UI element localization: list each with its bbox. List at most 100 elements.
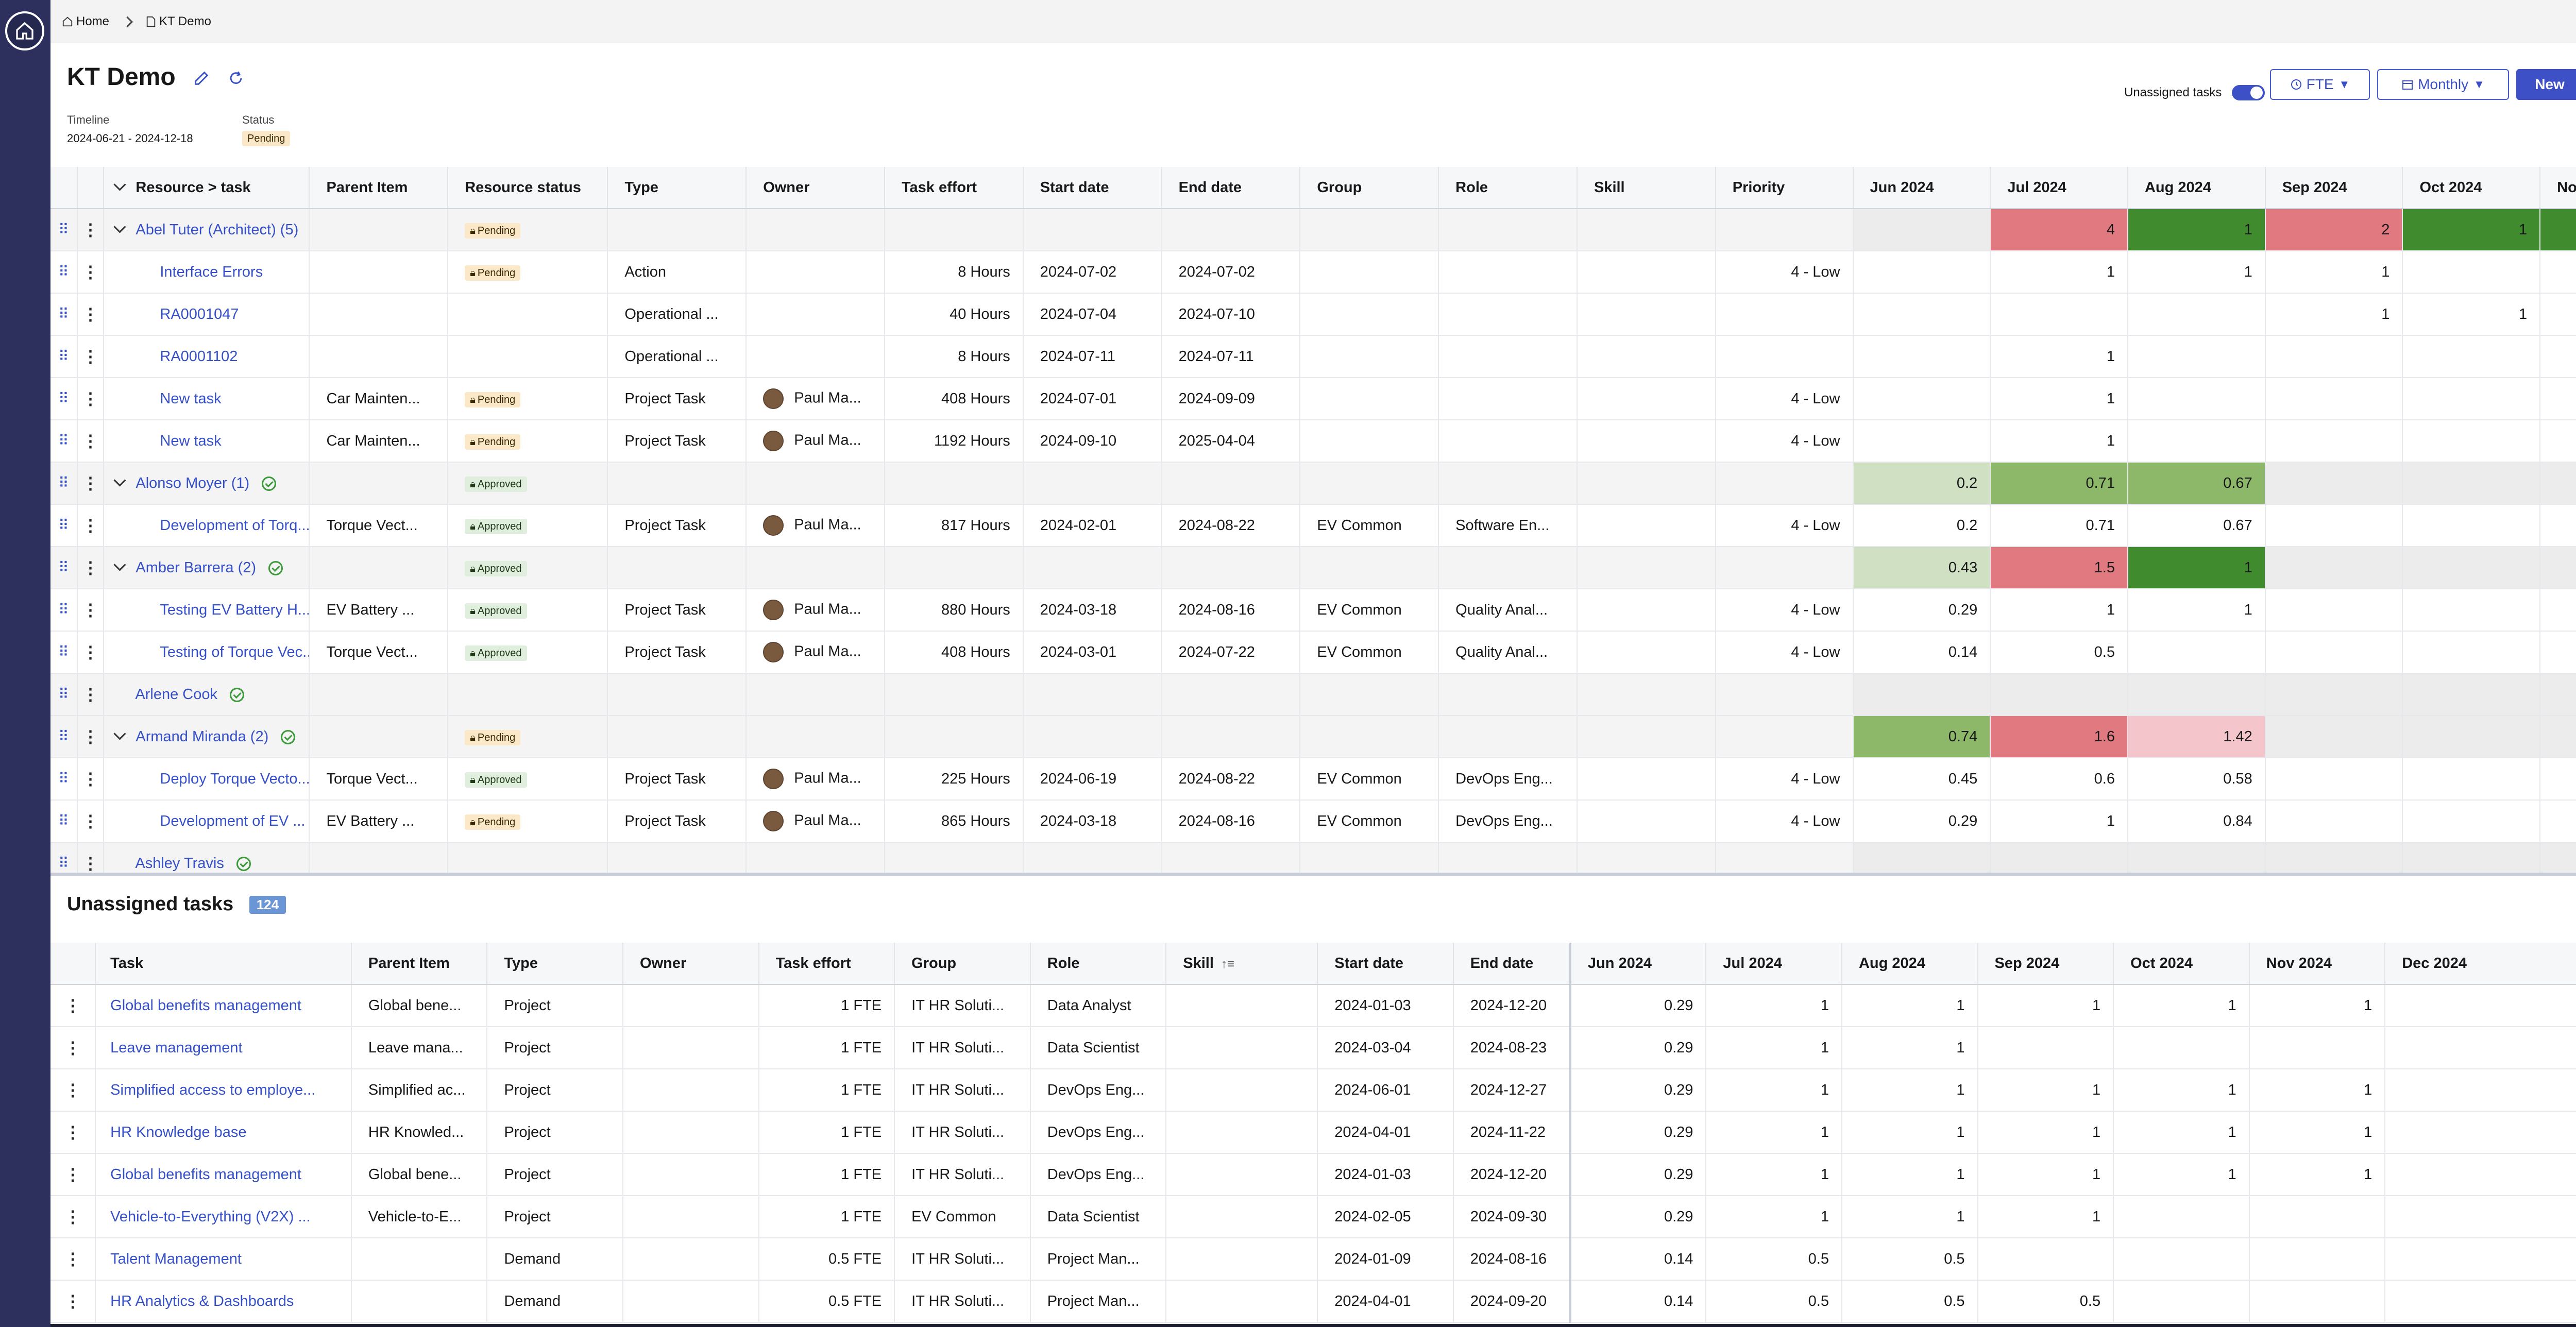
drag-handle[interactable]: ⠿ <box>50 335 78 378</box>
task-link[interactable]: HR Knowledge base <box>110 1124 247 1141</box>
name-cell[interactable]: New task <box>104 378 310 420</box>
task-row[interactable]: ⠿ ⋮ RA0001102 Operational ... 8 Hours 2024-07… <box>50 335 2576 378</box>
resource-name[interactable]: Alonso Moyer (1) <box>135 474 250 491</box>
column-header[interactable]: Skill ↑≡ <box>1166 943 1318 985</box>
unassigned-row[interactable]: ⋮ Leave management Leave mana... Project 1 F… <box>50 1027 2576 1069</box>
resource-name[interactable]: Abel Tuter (Architect) (5) <box>135 221 299 238</box>
row-menu[interactable]: ⋮ <box>50 1111 96 1154</box>
task-cell[interactable]: HR Knowledge base <box>95 1111 352 1154</box>
chevron-down-icon[interactable] <box>113 558 126 571</box>
name-cell[interactable]: RA0001047 <box>104 293 310 336</box>
resource-row[interactable]: ⠿ ⋮ Amber Barrera (2) 🔒︎ Approved 0.43 1.5 1 <box>50 547 2576 589</box>
drag-handle[interactable]: ⠿ <box>50 631 78 674</box>
unassigned-row[interactable]: ⋮ Global benefits management Global bene..… <box>50 984 2576 1027</box>
task-row[interactable]: ⠿ ⋮ Development of Torq... Torque Vect... 🔒︎… <box>50 504 2576 547</box>
task-cell[interactable]: Global benefits management <box>95 984 352 1027</box>
column-header[interactable]: Type <box>607 167 747 209</box>
fte-dropdown[interactable]: FTE ▼ <box>2270 69 2370 100</box>
row-menu[interactable]: ⋮ <box>50 1280 96 1323</box>
name-cell[interactable]: Interface Errors <box>104 251 310 294</box>
name-cell[interactable]: Abel Tuter (Architect) (5) <box>104 209 310 251</box>
unassigned-row[interactable]: ⋮ Global benefits management Global bene..… <box>50 1153 2576 1196</box>
name-cell[interactable]: Armand Miranda (2) <box>104 716 310 758</box>
name-cell[interactable]: Alonso Moyer (1) <box>104 462 310 505</box>
drag-handle[interactable]: ⠿ <box>50 504 78 547</box>
row-menu[interactable]: ⋮ <box>77 462 105 505</box>
drag-handle[interactable]: ⠿ <box>50 251 78 294</box>
task-link[interactable]: RA0001047 <box>160 305 239 322</box>
row-menu[interactable]: ⋮ <box>77 335 105 378</box>
row-menu[interactable]: ⋮ <box>77 504 105 547</box>
unassigned-row[interactable]: ⋮ HR Knowledge base HR Knowled... Project 1 … <box>50 1111 2576 1154</box>
edit-icon[interactable] <box>193 70 210 87</box>
name-cell[interactable]: New task <box>104 420 310 463</box>
task-cell[interactable]: Global benefits management <box>95 1153 352 1196</box>
row-menu[interactable]: ⋮ <box>77 589 105 632</box>
task-row[interactable]: ⠿ ⋮ Deploy Torque Vecto... Torque Vect... 🔒︎… <box>50 758 2576 801</box>
column-header[interactable]: Jul 2024 <box>1990 167 2128 209</box>
column-header[interactable]: Parent Item <box>351 943 488 985</box>
column-header[interactable]: Group <box>1300 167 1439 209</box>
column-header[interactable]: Resource status <box>448 167 608 209</box>
row-menu[interactable]: ⋮ <box>50 1027 96 1069</box>
column-header[interactable]: Start date <box>1317 943 1454 985</box>
row-menu[interactable]: ⋮ <box>77 251 105 294</box>
column-header[interactable]: End date <box>1161 167 1301 209</box>
column-header[interactable]: Owner <box>623 943 759 985</box>
drag-handle[interactable]: ⠿ <box>50 716 78 758</box>
column-header[interactable]: End date <box>1453 943 1571 985</box>
task-cell[interactable]: Talent Management <box>95 1238 352 1281</box>
task-link[interactable]: Global benefits management <box>110 997 301 1014</box>
breadcrumb-current[interactable]: KT Demo <box>146 14 211 29</box>
task-cell[interactable]: Vehicle-to-Everything (V2X) ... <box>95 1196 352 1238</box>
resource-row[interactable]: ⠿ ⋮ Abel Tuter (Architect) (5) 🔒︎ Pending 4 1 2… <box>50 209 2576 251</box>
row-menu[interactable]: ⋮ <box>50 984 96 1027</box>
task-link[interactable]: RA0001102 <box>160 348 238 365</box>
drag-handle[interactable]: ⠿ <box>50 758 78 801</box>
name-cell[interactable]: Testing of Torque Vec... <box>104 631 310 674</box>
task-cell[interactable]: HR Analytics & Dashboards <box>95 1280 352 1323</box>
row-menu[interactable]: ⋮ <box>77 420 105 463</box>
column-header[interactable]: Resource > task <box>104 167 310 209</box>
row-menu[interactable]: ⋮ <box>77 378 105 420</box>
task-link[interactable]: Leave management <box>110 1039 243 1056</box>
name-cell[interactable]: Testing EV Battery H... <box>104 589 310 632</box>
column-header[interactable]: Parent Item <box>309 167 449 209</box>
chevron-down-icon[interactable] <box>113 220 126 233</box>
task-link[interactable]: Vehicle-to-Everything (V2X) ... <box>110 1208 311 1225</box>
resource-name[interactable]: Arlene Cook <box>135 686 217 703</box>
task-link[interactable]: New task <box>160 432 222 449</box>
unassigned-row[interactable]: ⋮ Talent Management Demand 0.5 FTE IT HR Sol… <box>50 1238 2576 1281</box>
task-link[interactable]: Development of EV ... <box>160 812 306 829</box>
task-row[interactable]: ⠿ ⋮ Interface Errors 🔒︎ Pending Action 8 Hours… <box>50 251 2576 294</box>
row-menu[interactable]: ⋮ <box>77 547 105 589</box>
column-header[interactable]: Jun 2024 <box>1570 943 1707 985</box>
task-link[interactable]: HR Analytics & Dashboards <box>110 1292 294 1309</box>
task-link[interactable]: Testing of Torque Vec... <box>160 643 310 660</box>
column-header[interactable]: Sep 2024 <box>1977 943 2114 985</box>
home-button[interactable] <box>5 11 44 50</box>
drag-handle[interactable]: ⠿ <box>50 547 78 589</box>
drag-handle[interactable]: ⠿ <box>50 420 78 463</box>
chevron-down-icon[interactable] <box>113 473 126 487</box>
column-header[interactable]: Aug 2024 <box>2127 167 2266 209</box>
task-link[interactable]: Deploy Torque Vecto... <box>160 770 310 787</box>
drag-handle[interactable]: ⠿ <box>50 378 78 420</box>
column-header[interactable]: Role <box>1030 943 1167 985</box>
task-link[interactable]: Testing EV Battery H... <box>160 601 310 618</box>
task-link[interactable]: Talent Management <box>110 1250 242 1267</box>
column-header[interactable]: Start date <box>1023 167 1162 209</box>
monthly-dropdown[interactable]: Monthly ▼ <box>2377 69 2509 100</box>
task-row[interactable]: ⠿ ⋮ New task Car Mainten... 🔒︎ Pending Project… <box>50 420 2576 463</box>
name-cell[interactable]: Development of EV ... <box>104 800 310 843</box>
resource-row[interactable]: ⠿ ⋮ Arlene Cook <box>50 673 2576 716</box>
task-link[interactable]: Development of Torq... <box>160 517 310 534</box>
chevron-down-icon[interactable] <box>113 727 126 740</box>
row-menu[interactable]: ⋮ <box>50 1238 96 1281</box>
drag-handle[interactable]: ⠿ <box>50 209 78 251</box>
column-header[interactable]: Priority <box>1715 167 1854 209</box>
new-button[interactable]: New <box>2516 69 2576 100</box>
name-cell[interactable]: Deploy Torque Vecto... <box>104 758 310 801</box>
resource-name[interactable]: Amber Barrera (2) <box>135 559 257 576</box>
breadcrumb-home[interactable]: Home <box>62 14 109 29</box>
